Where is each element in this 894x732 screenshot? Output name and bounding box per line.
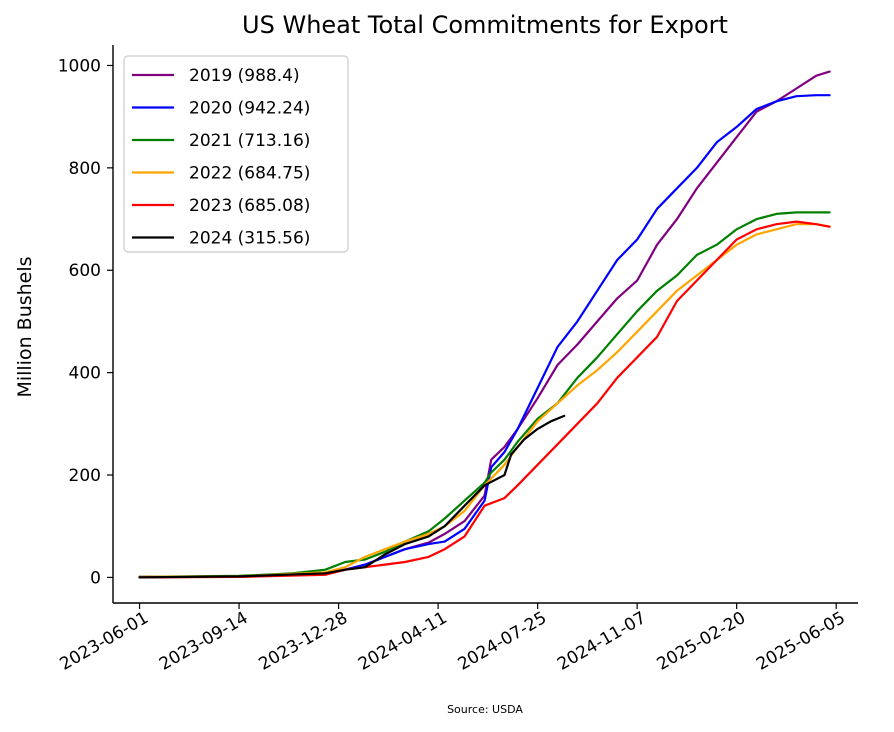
legend-box <box>123 55 349 253</box>
legend-label: 2021 (713.16) <box>189 131 310 151</box>
x-tick-label: 2023-09-14 <box>156 608 252 675</box>
legend-label: 2019 (988.4) <box>189 66 300 86</box>
y-tick-label: 1000 <box>58 56 101 76</box>
y-axis-label: Million Bushels <box>14 256 36 397</box>
series-line-6 <box>138 414 566 579</box>
x-axis-ticks: 2023-06-01 2023-09-14 2023-12-28 2024-04-11… <box>56 603 849 675</box>
legend: 2019 (988.4) 2020 (942.24) 2021 (713.16) 20… <box>123 55 349 253</box>
x-tick-label: 2023-12-28 <box>256 608 352 675</box>
x-tick-label: 2024-07-25 <box>455 608 551 675</box>
x-tick-label: 2024-11-07 <box>554 608 650 675</box>
y-axis-ticks: 0 200 400 600 800 1000 <box>58 56 113 588</box>
x-tick-label: 2023-06-01 <box>56 608 152 675</box>
plot-area <box>138 70 831 579</box>
series-line-5 <box>138 220 831 579</box>
source-note: Source: USDA <box>447 703 523 716</box>
y-tick-label: 0 <box>90 568 101 588</box>
legend-label: 2022 (684.75) <box>189 164 310 184</box>
chart-title: US Wheat Total Commitments for Export <box>242 11 728 39</box>
y-tick-label: 400 <box>69 364 101 384</box>
series-line-3 <box>138 211 831 578</box>
y-tick-label: 800 <box>69 159 101 179</box>
x-tick-label: 2025-02-20 <box>654 608 750 675</box>
series-line-2 <box>138 94 831 578</box>
legend-label: 2020 (942.24) <box>189 99 310 119</box>
legend-label: 2024 (315.56) <box>189 229 310 249</box>
x-tick-label: 2025-06-05 <box>753 608 849 675</box>
legend-label: 2023 (685.08) <box>189 196 310 216</box>
y-tick-label: 200 <box>69 466 101 486</box>
y-tick-label: 600 <box>69 261 101 281</box>
x-tick-label: 2024-04-11 <box>355 608 451 675</box>
series-line-4 <box>138 223 831 578</box>
